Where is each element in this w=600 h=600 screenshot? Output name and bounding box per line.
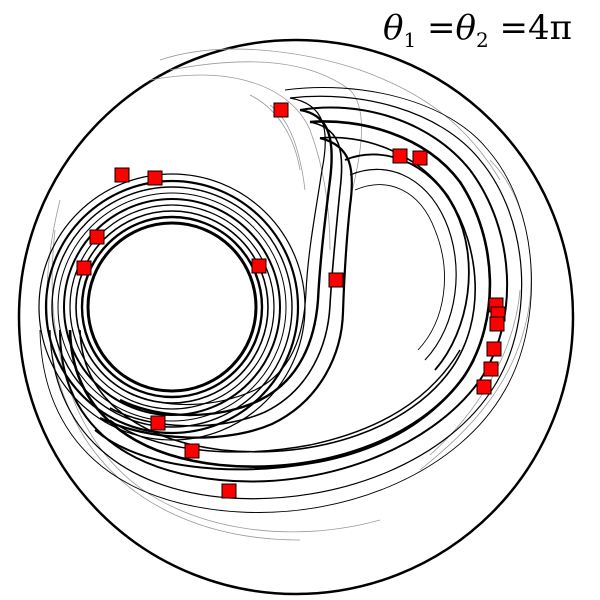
tracer-marker	[392, 148, 408, 164]
angle-value: 4π	[528, 8, 572, 48]
tracer-marker	[221, 483, 237, 499]
inner-ring-5	[57, 192, 287, 422]
tracer-marker	[76, 260, 92, 276]
tracer-marker	[184, 443, 200, 459]
tracer-marker	[412, 150, 428, 166]
theta-1-symbol: θ	[382, 8, 404, 48]
tracer-markers	[76, 102, 506, 499]
equals-1: =	[426, 8, 456, 48]
filament-bands	[38, 87, 532, 513]
tracer-marker	[476, 379, 492, 395]
inner-ring-3	[69, 204, 275, 410]
inner-ring-1	[80, 215, 264, 399]
equals-2: =	[499, 8, 529, 48]
theta-2-subscript: 2	[475, 27, 489, 52]
theta-1-subscript: 1	[403, 27, 417, 52]
inner-core	[86, 221, 258, 393]
tracer-marker	[489, 316, 505, 332]
inner-ring-7	[44, 179, 300, 435]
tracer-marker	[328, 272, 344, 288]
tracer-marker	[251, 258, 267, 274]
tracer-marker	[273, 102, 289, 118]
inner-ring-6	[51, 186, 293, 428]
tracer-marker	[150, 415, 166, 431]
tracer-marker	[483, 361, 499, 377]
outer-boundary	[17, 38, 575, 596]
tracer-marker	[147, 170, 163, 186]
tracer-marker	[486, 341, 502, 357]
tracer-marker	[89, 229, 105, 245]
theta-annotation: θ1 =θ2 =4π	[383, 8, 572, 52]
tracer-marker	[114, 167, 130, 183]
theta-2-symbol: θ	[455, 8, 476, 48]
inner-ring-2	[75, 210, 269, 404]
